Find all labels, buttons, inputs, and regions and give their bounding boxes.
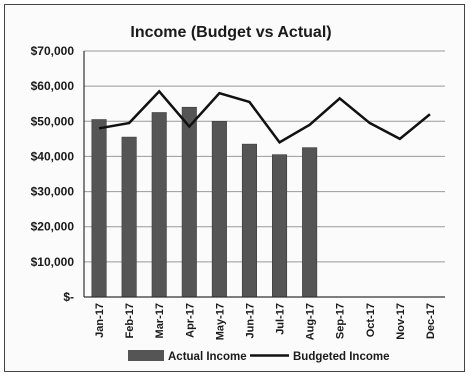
x-tick-label: Jan-17 [94,303,106,338]
chart-frame [4,4,465,372]
y-tick-label: $30,000 [31,185,75,199]
legend: Actual Income Budgeted Income [128,350,389,363]
line-series [98,89,431,145]
y-tick-label: $70,000 [31,44,75,58]
bar-actual-income [151,112,167,298]
bar-series [91,106,318,298]
bar-actual-income [272,154,288,298]
bar-actual-income [121,136,137,298]
y-tick-label: $40,000 [31,149,75,163]
legend-bar-swatch [128,350,164,361]
line-budgeted-income [98,89,431,145]
legend-label-budgeted: Budgeted Income [293,351,389,363]
y-tick-label: $60,000 [31,79,75,93]
x-tick-label: May-17 [214,303,226,340]
x-tick-label: Jul-17 [275,303,287,335]
y-tick-label: $- [63,290,74,304]
chart-title: Income (Budget vs Actual) [130,24,331,41]
x-tick-label: Apr-17 [184,303,196,338]
bar-actual-income [91,119,107,298]
x-tick-label: Sep-17 [335,303,347,339]
y-tick-label: $50,000 [31,114,75,128]
y-tick-label: $10,000 [31,255,75,269]
x-tick-label: Oct-17 [365,303,377,337]
bar-actual-income [302,147,318,298]
x-tick-label: Feb-17 [124,303,136,338]
x-tick-label: Aug-17 [305,303,317,340]
x-tick-label: Jun-17 [244,303,256,338]
x-tick-label: Dec-17 [425,303,437,339]
axes [83,51,445,298]
x-tick-label: Nov-17 [395,303,407,340]
x-axis-ticks: Jan-17 Feb-17 Mar-17 Apr-17 May-17 Jun-17 Jul-… [94,303,437,340]
x-tick-label: Mar-17 [154,303,166,338]
gridlines [84,50,445,263]
legend-label-actual: Actual Income [168,351,247,363]
bar-actual-income [211,120,227,298]
y-axis-ticks: $- $10,000 $20,000 $30,000 $40,000 $50,000 $60… [31,44,75,304]
bar-actual-income [181,106,197,298]
y-tick-label: $20,000 [31,220,75,234]
bar-actual-income [241,143,257,298]
